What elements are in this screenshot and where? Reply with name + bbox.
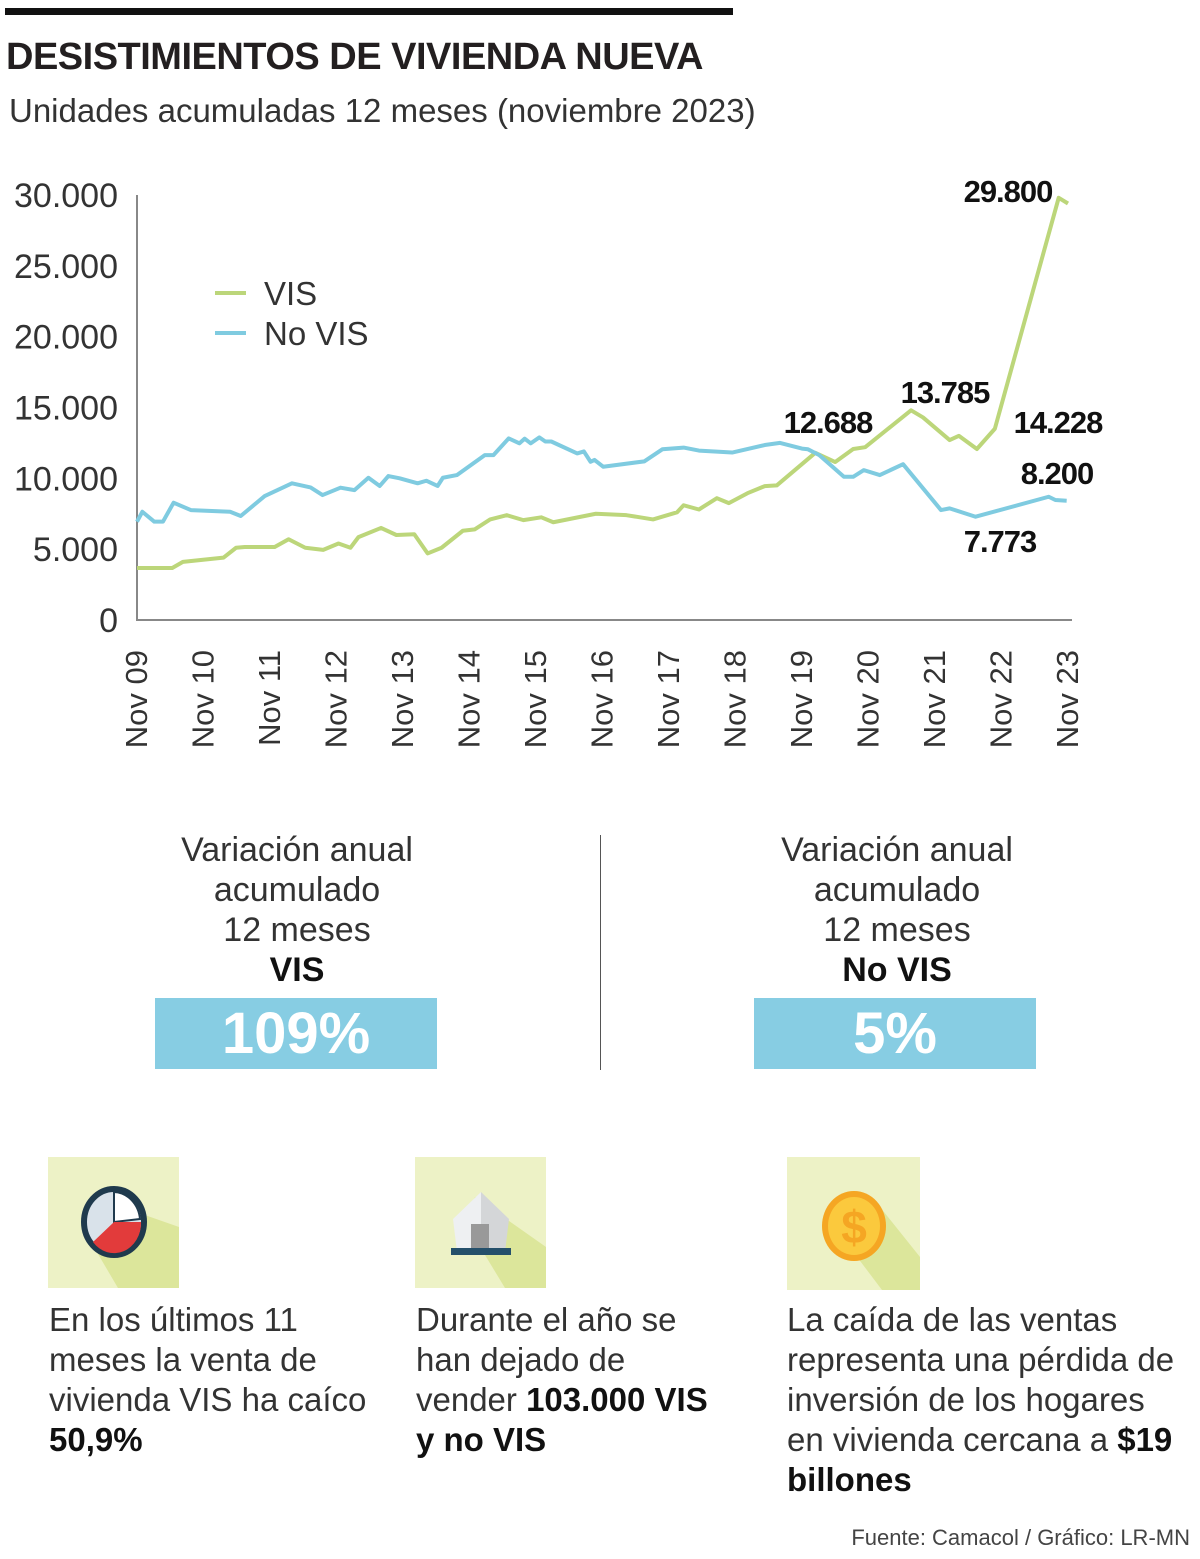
data-label: 12.688 [784,405,874,440]
x-tick-label: Nov 14 [452,650,487,748]
page-subtitle: Unidades acumuladas 12 meses (noviembre … [9,92,756,129]
x-tick-label: Nov 20 [851,650,886,748]
stat-line: acumulado [213,871,381,909]
y-tick-label: 25.000 [14,248,118,286]
x-tick-label: Nov 21 [917,650,952,748]
series-line-novis [135,435,1067,524]
y-tick-label: 0 [99,602,118,640]
x-tick-label: Nov 22 [984,650,1019,748]
x-tick-label: Nov 11 [252,650,287,746]
dollar-coin-icon: $ [787,1157,920,1290]
data-label: 29.800 [964,174,1053,209]
x-tick-label: Nov 16 [585,650,620,748]
stat-line: acumulado [813,871,981,909]
page-title: DESISTIMIENTOS DE VIVIENDA NUEVA [6,36,703,78]
y-tick-label: 5.000 [33,531,118,569]
data-label: 8.200 [1021,456,1094,491]
fact-text: La caída de las ventas representa una pé… [787,1301,1175,1458]
title-rule [5,8,733,15]
fact-highlight: 50,9% [49,1421,143,1458]
stat-vis: Variación anual acumulado 12 meses VIS [87,830,507,990]
stat-novis: Variación anual acumulado 12 meses No VI… [687,830,1107,990]
stat-line: 12 meses [223,911,371,949]
divider [600,835,601,1070]
stat-category: VIS [269,951,325,989]
x-tick-label: Nov 09 [119,650,154,748]
series-line-vis [137,195,1070,571]
stat-value-novis: 5% [754,998,1036,1069]
y-tick-label: 10.000 [14,460,118,498]
fact-text: En los últimos 11 meses la venta de vivi… [49,1301,367,1418]
legend-label-vis: VIS [264,275,317,312]
y-tick-label: 20.000 [14,319,118,357]
x-tick-label: Nov 23 [1050,650,1085,748]
stat-line: 12 meses [823,911,971,949]
data-label: 13.785 [901,375,991,410]
fact-vis-sales: En los últimos 11 meses la venta de vivi… [49,1300,369,1460]
x-tick-label: Nov 19 [784,650,819,748]
data-label: 7.773 [964,524,1037,559]
fact-highlight: $19 billones [787,1421,1173,1498]
x-tick-label: Nov 10 [186,650,221,748]
stat-value-vis: 109% [155,998,437,1069]
house-icon [415,1157,546,1288]
fact-highlight: 103.000 VIS y no VIS [416,1381,708,1458]
legend-label-novis: No VIS [264,315,369,352]
x-tick-label: Nov 13 [385,650,420,748]
fact-text: Durante el año se han dejado de vender [416,1301,677,1418]
line-chart: 0 5.000 10.000 15.000 20.000 25.000 30.000 Nov… [14,174,1104,748]
x-tick-label: Nov 18 [718,650,753,748]
stat-line: Variación anual [181,831,413,869]
x-tick-label: Nov 15 [518,650,553,748]
legend: VIS No VIS [215,275,369,352]
y-tick-label: 30.000 [14,177,118,215]
svg-text:$: $ [841,1201,867,1253]
data-label: 14.228 [1014,405,1104,440]
source-footer: Fuente: Camacol / Gráfico: LR-MN [851,1525,1190,1550]
y-tick-label: 15.000 [14,390,118,428]
fact-investment-loss: La caída de las ventas representa una pé… [787,1300,1177,1500]
stat-category: No VIS [842,951,952,989]
fact-unsold-units: Durante el año se han dejado de vender 1… [416,1300,716,1460]
stat-line: Variación anual [781,831,1013,869]
x-tick-label: Nov 12 [319,650,354,748]
pie-chart-icon [48,1157,179,1288]
x-tick-label: Nov 17 [651,650,686,748]
